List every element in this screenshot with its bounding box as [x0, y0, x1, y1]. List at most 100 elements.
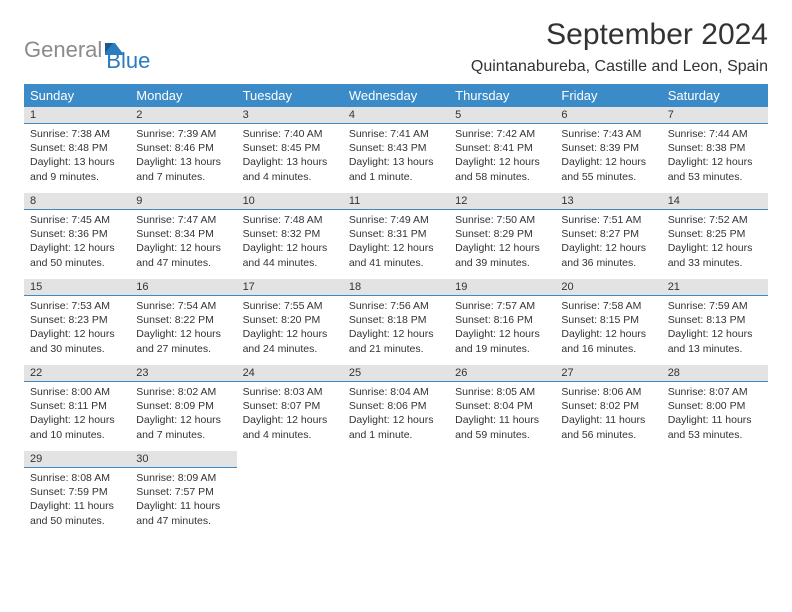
weekday-header: Tuesday	[237, 84, 343, 107]
day-number: 15	[24, 279, 130, 296]
daylight-text: Daylight: 11 hours and 50 minutes.	[30, 499, 124, 527]
sunset-text: Sunset: 8:13 PM	[668, 313, 762, 327]
day-body: Sunrise: 7:44 AMSunset: 8:38 PMDaylight:…	[662, 124, 768, 190]
sunrise-text: Sunrise: 7:39 AM	[136, 127, 230, 141]
day-body: Sunrise: 8:05 AMSunset: 8:04 PMDaylight:…	[449, 382, 555, 448]
day-number: 3	[237, 107, 343, 124]
daylight-text: Daylight: 13 hours and 9 minutes.	[30, 155, 124, 183]
day-number: 8	[24, 193, 130, 210]
weekday-header: Monday	[130, 84, 236, 107]
sunrise-text: Sunrise: 8:09 AM	[136, 471, 230, 485]
day-number: 18	[343, 279, 449, 296]
day-body: Sunrise: 7:57 AMSunset: 8:16 PMDaylight:…	[449, 296, 555, 362]
calendar-week-row: 8 Sunrise: 7:45 AMSunset: 8:36 PM Daylight…	[24, 193, 768, 279]
day-body: Sunrise: 7:59 AMSunset: 8:13 PMDaylight:…	[662, 296, 768, 362]
day-body: Sunrise: 7:53 AMSunset: 8:23 PMDaylight:…	[24, 296, 130, 362]
day-body: Sunrise: 7:49 AMSunset: 8:31 PMDaylight:…	[343, 210, 449, 276]
sunrise-text: Sunrise: 7:49 AM	[349, 213, 443, 227]
calendar-day-cell	[237, 451, 343, 537]
sunrise-text: Sunrise: 7:54 AM	[136, 299, 230, 313]
day-number: 24	[237, 365, 343, 382]
daylight-text: Daylight: 12 hours and 36 minutes.	[561, 241, 655, 269]
sunset-text: Sunset: 8:31 PM	[349, 227, 443, 241]
calendar-day-cell: 25Sunrise: 8:04 AMSunset: 8:06 PMDayligh…	[343, 365, 449, 451]
sunset-text: Sunset: 8:25 PM	[668, 227, 762, 241]
daylight-text: Daylight: 12 hours and 53 minutes.	[668, 155, 762, 183]
day-number: 13	[555, 193, 661, 210]
daylight-text: Daylight: 12 hours and 47 minutes.	[136, 241, 230, 269]
logo-text-blue: Blue	[106, 48, 150, 74]
day-body: Sunrise: 8:09 AMSunset: 7:57 PMDaylight:…	[130, 468, 236, 534]
sunset-text: Sunset: 7:59 PM	[30, 485, 124, 499]
calendar-day-cell: 17Sunrise: 7:55 AMSunset: 8:20 PMDayligh…	[237, 279, 343, 365]
daylight-text: Daylight: 12 hours and 4 minutes.	[243, 413, 337, 441]
day-body: Sunrise: 8:00 AMSunset: 8:11 PMDaylight:…	[24, 382, 130, 448]
sunset-text: Sunset: 8:20 PM	[243, 313, 337, 327]
sunrise-text: Sunrise: 7:56 AM	[349, 299, 443, 313]
sunset-text: Sunset: 8:38 PM	[668, 141, 762, 155]
day-number: 4	[343, 107, 449, 124]
daylight-text: Daylight: 12 hours and 7 minutes.	[136, 413, 230, 441]
day-number: 29	[24, 451, 130, 468]
daylight-text: Daylight: 12 hours and 55 minutes.	[561, 155, 655, 183]
day-number: 23	[130, 365, 236, 382]
day-number: 26	[449, 365, 555, 382]
day-number: 30	[130, 451, 236, 468]
sunset-text: Sunset: 8:07 PM	[243, 399, 337, 413]
weekday-header: Sunday	[24, 84, 130, 107]
daylight-text: Daylight: 11 hours and 47 minutes.	[136, 499, 230, 527]
day-body: Sunrise: 7:52 AMSunset: 8:25 PMDaylight:…	[662, 210, 768, 276]
day-body: Sunrise: 7:56 AMSunset: 8:18 PMDaylight:…	[343, 296, 449, 362]
day-number: 7	[662, 107, 768, 124]
sunrise-text: Sunrise: 8:03 AM	[243, 385, 337, 399]
day-number: 5	[449, 107, 555, 124]
daylight-text: Daylight: 12 hours and 39 minutes.	[455, 241, 549, 269]
daylight-text: Daylight: 12 hours and 33 minutes.	[668, 241, 762, 269]
sunrise-text: Sunrise: 8:05 AM	[455, 385, 549, 399]
sunset-text: Sunset: 8:27 PM	[561, 227, 655, 241]
calendar-day-cell	[555, 451, 661, 537]
day-body: Sunrise: 7:41 AMSunset: 8:43 PMDaylight:…	[343, 124, 449, 190]
sunrise-text: Sunrise: 7:53 AM	[30, 299, 124, 313]
sunrise-text: Sunrise: 8:08 AM	[30, 471, 124, 485]
calendar-day-cell: 11Sunrise: 7:49 AMSunset: 8:31 PMDayligh…	[343, 193, 449, 279]
day-number: 27	[555, 365, 661, 382]
calendar-week-row: 15Sunrise: 7:53 AMSunset: 8:23 PMDayligh…	[24, 279, 768, 365]
daylight-text: Daylight: 12 hours and 30 minutes.	[30, 327, 124, 355]
day-number: 16	[130, 279, 236, 296]
day-body: Sunrise: 8:07 AMSunset: 8:00 PMDaylight:…	[662, 382, 768, 448]
daylight-text: Daylight: 12 hours and 44 minutes.	[243, 241, 337, 269]
sunrise-text: Sunrise: 7:48 AM	[243, 213, 337, 227]
daylight-text: Daylight: 12 hours and 58 minutes.	[455, 155, 549, 183]
calendar-day-cell: 22Sunrise: 8:00 AMSunset: 8:11 PMDayligh…	[24, 365, 130, 451]
daylight-text: Daylight: 11 hours and 59 minutes.	[455, 413, 549, 441]
day-body: Sunrise: 8:02 AMSunset: 8:09 PMDaylight:…	[130, 382, 236, 448]
sunrise-text: Sunrise: 7:45 AM	[30, 213, 124, 227]
day-body: Sunrise: 7:39 AMSunset: 8:46 PMDaylight:…	[130, 124, 236, 190]
header: General Blue September 2024 Quintanabure…	[24, 18, 768, 82]
sunrise-text: Sunrise: 8:07 AM	[668, 385, 762, 399]
day-body: Sunrise: 7:55 AMSunset: 8:20 PMDaylight:…	[237, 296, 343, 362]
sunrise-text: Sunrise: 7:47 AM	[136, 213, 230, 227]
sunset-text: Sunset: 8:11 PM	[30, 399, 124, 413]
calendar-day-cell: 29Sunrise: 8:08 AMSunset: 7:59 PMDayligh…	[24, 451, 130, 537]
daylight-text: Daylight: 13 hours and 7 minutes.	[136, 155, 230, 183]
calendar-week-row: 29Sunrise: 8:08 AMSunset: 7:59 PMDayligh…	[24, 451, 768, 537]
daylight-text: Daylight: 12 hours and 10 minutes.	[30, 413, 124, 441]
day-number: 14	[662, 193, 768, 210]
sunrise-text: Sunrise: 7:41 AM	[349, 127, 443, 141]
sunset-text: Sunset: 7:57 PM	[136, 485, 230, 499]
calendar-day-cell: 13Sunrise: 7:51 AMSunset: 8:27 PMDayligh…	[555, 193, 661, 279]
sunset-text: Sunset: 8:04 PM	[455, 399, 549, 413]
calendar-day-cell: 4Sunrise: 7:41 AMSunset: 8:43 PMDaylight…	[343, 107, 449, 193]
day-body: Sunrise: 8:03 AMSunset: 8:07 PMDaylight:…	[237, 382, 343, 448]
day-body: Sunrise: 8:04 AMSunset: 8:06 PMDaylight:…	[343, 382, 449, 448]
calendar-day-cell: 27Sunrise: 8:06 AMSunset: 8:02 PMDayligh…	[555, 365, 661, 451]
day-body: Sunrise: 8:08 AMSunset: 7:59 PMDaylight:…	[24, 468, 130, 534]
sunset-text: Sunset: 8:36 PM	[30, 227, 124, 241]
day-body: Sunrise: 7:58 AMSunset: 8:15 PMDaylight:…	[555, 296, 661, 362]
weekday-header: Thursday	[449, 84, 555, 107]
sunrise-text: Sunrise: 7:43 AM	[561, 127, 655, 141]
sunset-text: Sunset: 8:09 PM	[136, 399, 230, 413]
sunrise-text: Sunrise: 7:42 AM	[455, 127, 549, 141]
